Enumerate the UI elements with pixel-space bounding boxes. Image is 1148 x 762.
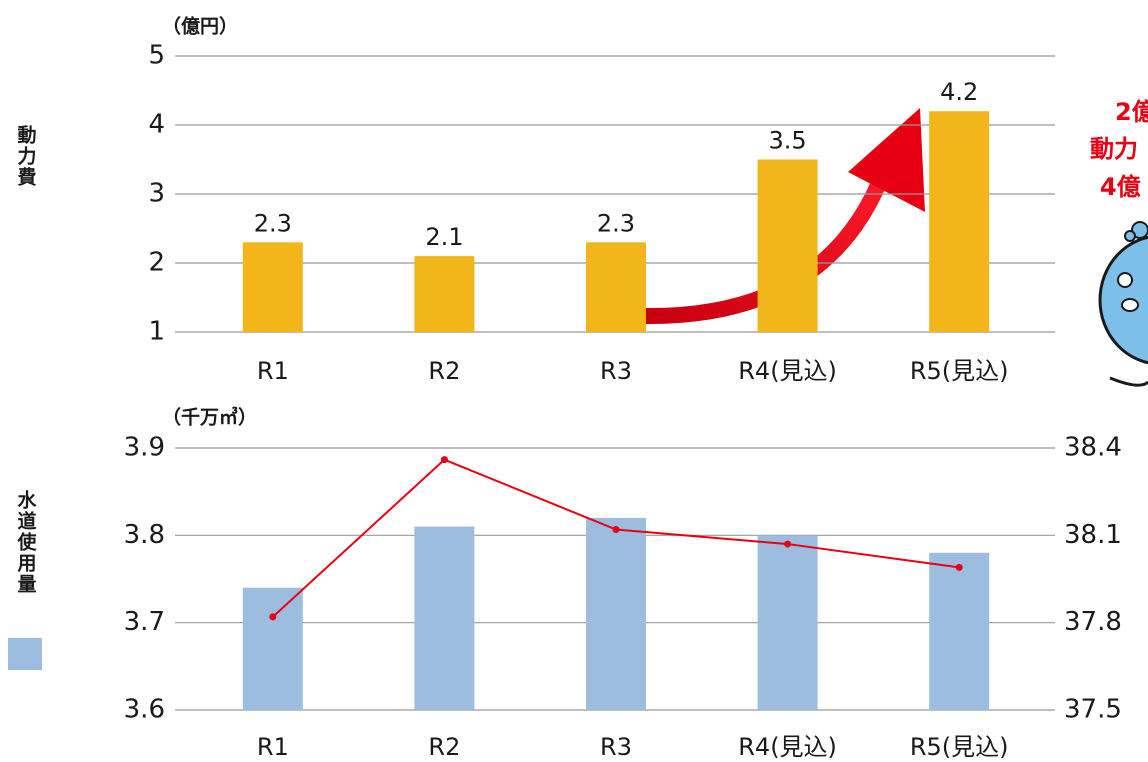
- bar: [586, 242, 646, 332]
- x-tick-label: R3: [600, 357, 632, 385]
- legend-label: 水道使用量: [15, 490, 38, 595]
- x-tick-label: R4(見込): [738, 357, 837, 385]
- arrow-head: [848, 108, 925, 212]
- data-label: 2.3: [597, 209, 635, 237]
- data-label: 2.3: [254, 209, 292, 237]
- y-tick-label: 3.6: [124, 695, 165, 725]
- bar: [929, 111, 989, 332]
- y-tick-label: 2: [148, 248, 165, 278]
- y-tick-label: 3.8: [124, 520, 165, 550]
- y-tick-label: 4: [148, 110, 165, 140]
- unit-label: （千万㎥）: [162, 406, 257, 429]
- bar: [758, 160, 818, 333]
- bar: [414, 256, 474, 332]
- data-label: 4.2: [940, 78, 978, 106]
- chart: 1 2 3 4 5 （億円） 動力費 R1 R2 R3 R4(見込) R5(見込) 2.3 2.1 2.3 3…: [0, 0, 1148, 762]
- x-tick-label: R3: [600, 733, 632, 761]
- y2-tick-label: 37.5: [1064, 695, 1122, 725]
- x-tick-label: R2: [428, 357, 460, 385]
- annotation: 動力: [1090, 135, 1138, 163]
- y-tick-label: 3.7: [124, 607, 165, 637]
- y-axis-label: 動力費: [15, 125, 37, 188]
- y-tick-label: 3.9: [124, 433, 165, 463]
- data-label: 3.5: [769, 127, 807, 155]
- x-tick-label: R1: [257, 357, 289, 385]
- bar: [586, 518, 646, 710]
- y2-tick-label: 38.4: [1064, 433, 1122, 463]
- x-tick-label: R5(見込): [910, 733, 1009, 761]
- legend-swatch: [8, 638, 42, 670]
- bar: [243, 588, 303, 710]
- y-tick-label: 5: [148, 41, 165, 71]
- mascot: [1100, 222, 1148, 385]
- unit-label: （億円）: [162, 15, 238, 38]
- line-point: [613, 526, 620, 533]
- line-point: [269, 613, 276, 620]
- line-point: [784, 541, 791, 548]
- annotation: 2億: [1115, 98, 1148, 126]
- y2-tick-label: 37.8: [1064, 607, 1122, 637]
- line-point: [956, 564, 963, 571]
- bar: [414, 527, 474, 710]
- x-tick-label: R1: [257, 733, 289, 761]
- line-point: [441, 456, 448, 463]
- y-tick-label: 1: [148, 317, 165, 347]
- annotation: 4億: [1100, 173, 1141, 201]
- x-tick-label: R2: [428, 733, 460, 761]
- data-label: 2.1: [425, 223, 463, 251]
- y2-tick-label: 38.1: [1064, 520, 1122, 550]
- bar: [929, 553, 989, 710]
- x-tick-label: R4(見込): [738, 733, 837, 761]
- y-tick-label: 3: [148, 179, 165, 209]
- bar: [243, 242, 303, 332]
- x-tick-label: R5(見込): [910, 357, 1009, 385]
- bar: [758, 535, 818, 710]
